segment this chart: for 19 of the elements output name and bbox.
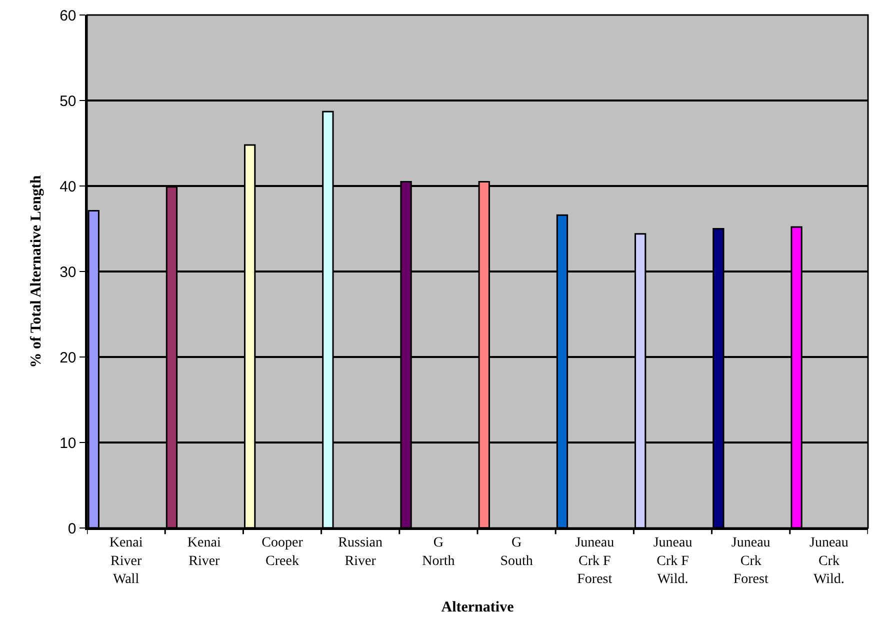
y-tick-label: 0	[68, 520, 76, 538]
y-tick-label: 40	[60, 178, 76, 196]
y-axis-title: % of Total Alternative Length	[28, 174, 44, 368]
x-tick-label: Cooper Creek	[262, 536, 304, 569]
y-tick-label: 60	[60, 7, 76, 24]
x-tick-label: Kenai River	[187, 536, 221, 569]
x-tick-label: Juneau Crk F Forest	[575, 536, 614, 587]
x-tick-label: Juneau Crk Wild.	[810, 536, 848, 587]
x-tick-label: Kenai River Wall	[109, 536, 143, 587]
x-tick-label: G South	[500, 536, 533, 569]
y-tick-label: 30	[60, 264, 76, 281]
y-tick-label: 50	[60, 92, 76, 110]
x-tick-label: Juneau Crk Forest	[731, 536, 770, 587]
x-tick-label: G North	[422, 536, 455, 569]
x-tick-label: Juneau Crk F Wild.	[653, 536, 692, 587]
y-tick-label: 10	[60, 434, 76, 452]
x-axis-title: Alternative	[441, 599, 514, 616]
y-tick-label: 20	[60, 349, 76, 366]
x-tick-label: Russian River	[338, 536, 383, 569]
